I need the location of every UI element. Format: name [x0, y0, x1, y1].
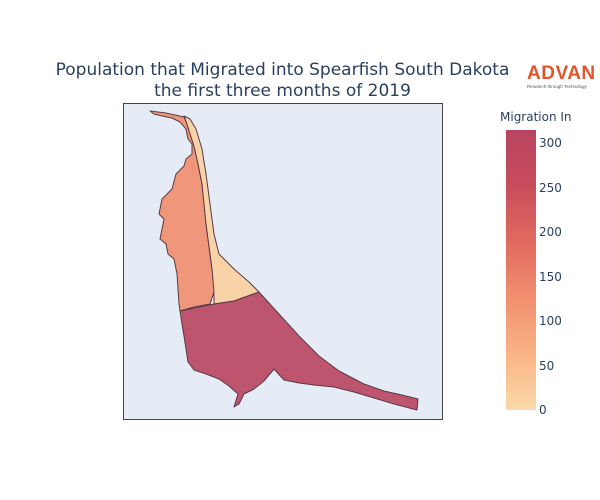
chart-title-line-2: the first three months of 2019: [154, 81, 411, 101]
map-area[interactable]: [123, 103, 443, 420]
logo-wordmark: ADVAN: [527, 63, 596, 84]
colorbar-tick-label: 50: [539, 358, 555, 373]
colorbar-gradient: [506, 130, 536, 410]
region-southern[interactable]: [179, 291, 419, 411]
colorbar-tick-label: 200: [539, 225, 562, 240]
advan-logo: ADVAN Research through Technology: [527, 64, 597, 90]
colorbar-tick-label: 250: [539, 180, 562, 195]
logo-tagline: Research through Technology: [527, 84, 587, 89]
choropleth-map[interactable]: [124, 104, 443, 420]
colorbar-tick-label: 150: [539, 269, 562, 284]
colorbar: [506, 130, 536, 410]
colorbar-title: Migration In: [500, 110, 572, 124]
colorbar-tick-label: 0: [539, 403, 547, 417]
colorbar-tick-label: 100: [539, 314, 562, 329]
chart-title-line-1: Population that Migrated into Spearfish …: [55, 60, 510, 80]
colorbar-tick-label: 300: [539, 136, 562, 151]
